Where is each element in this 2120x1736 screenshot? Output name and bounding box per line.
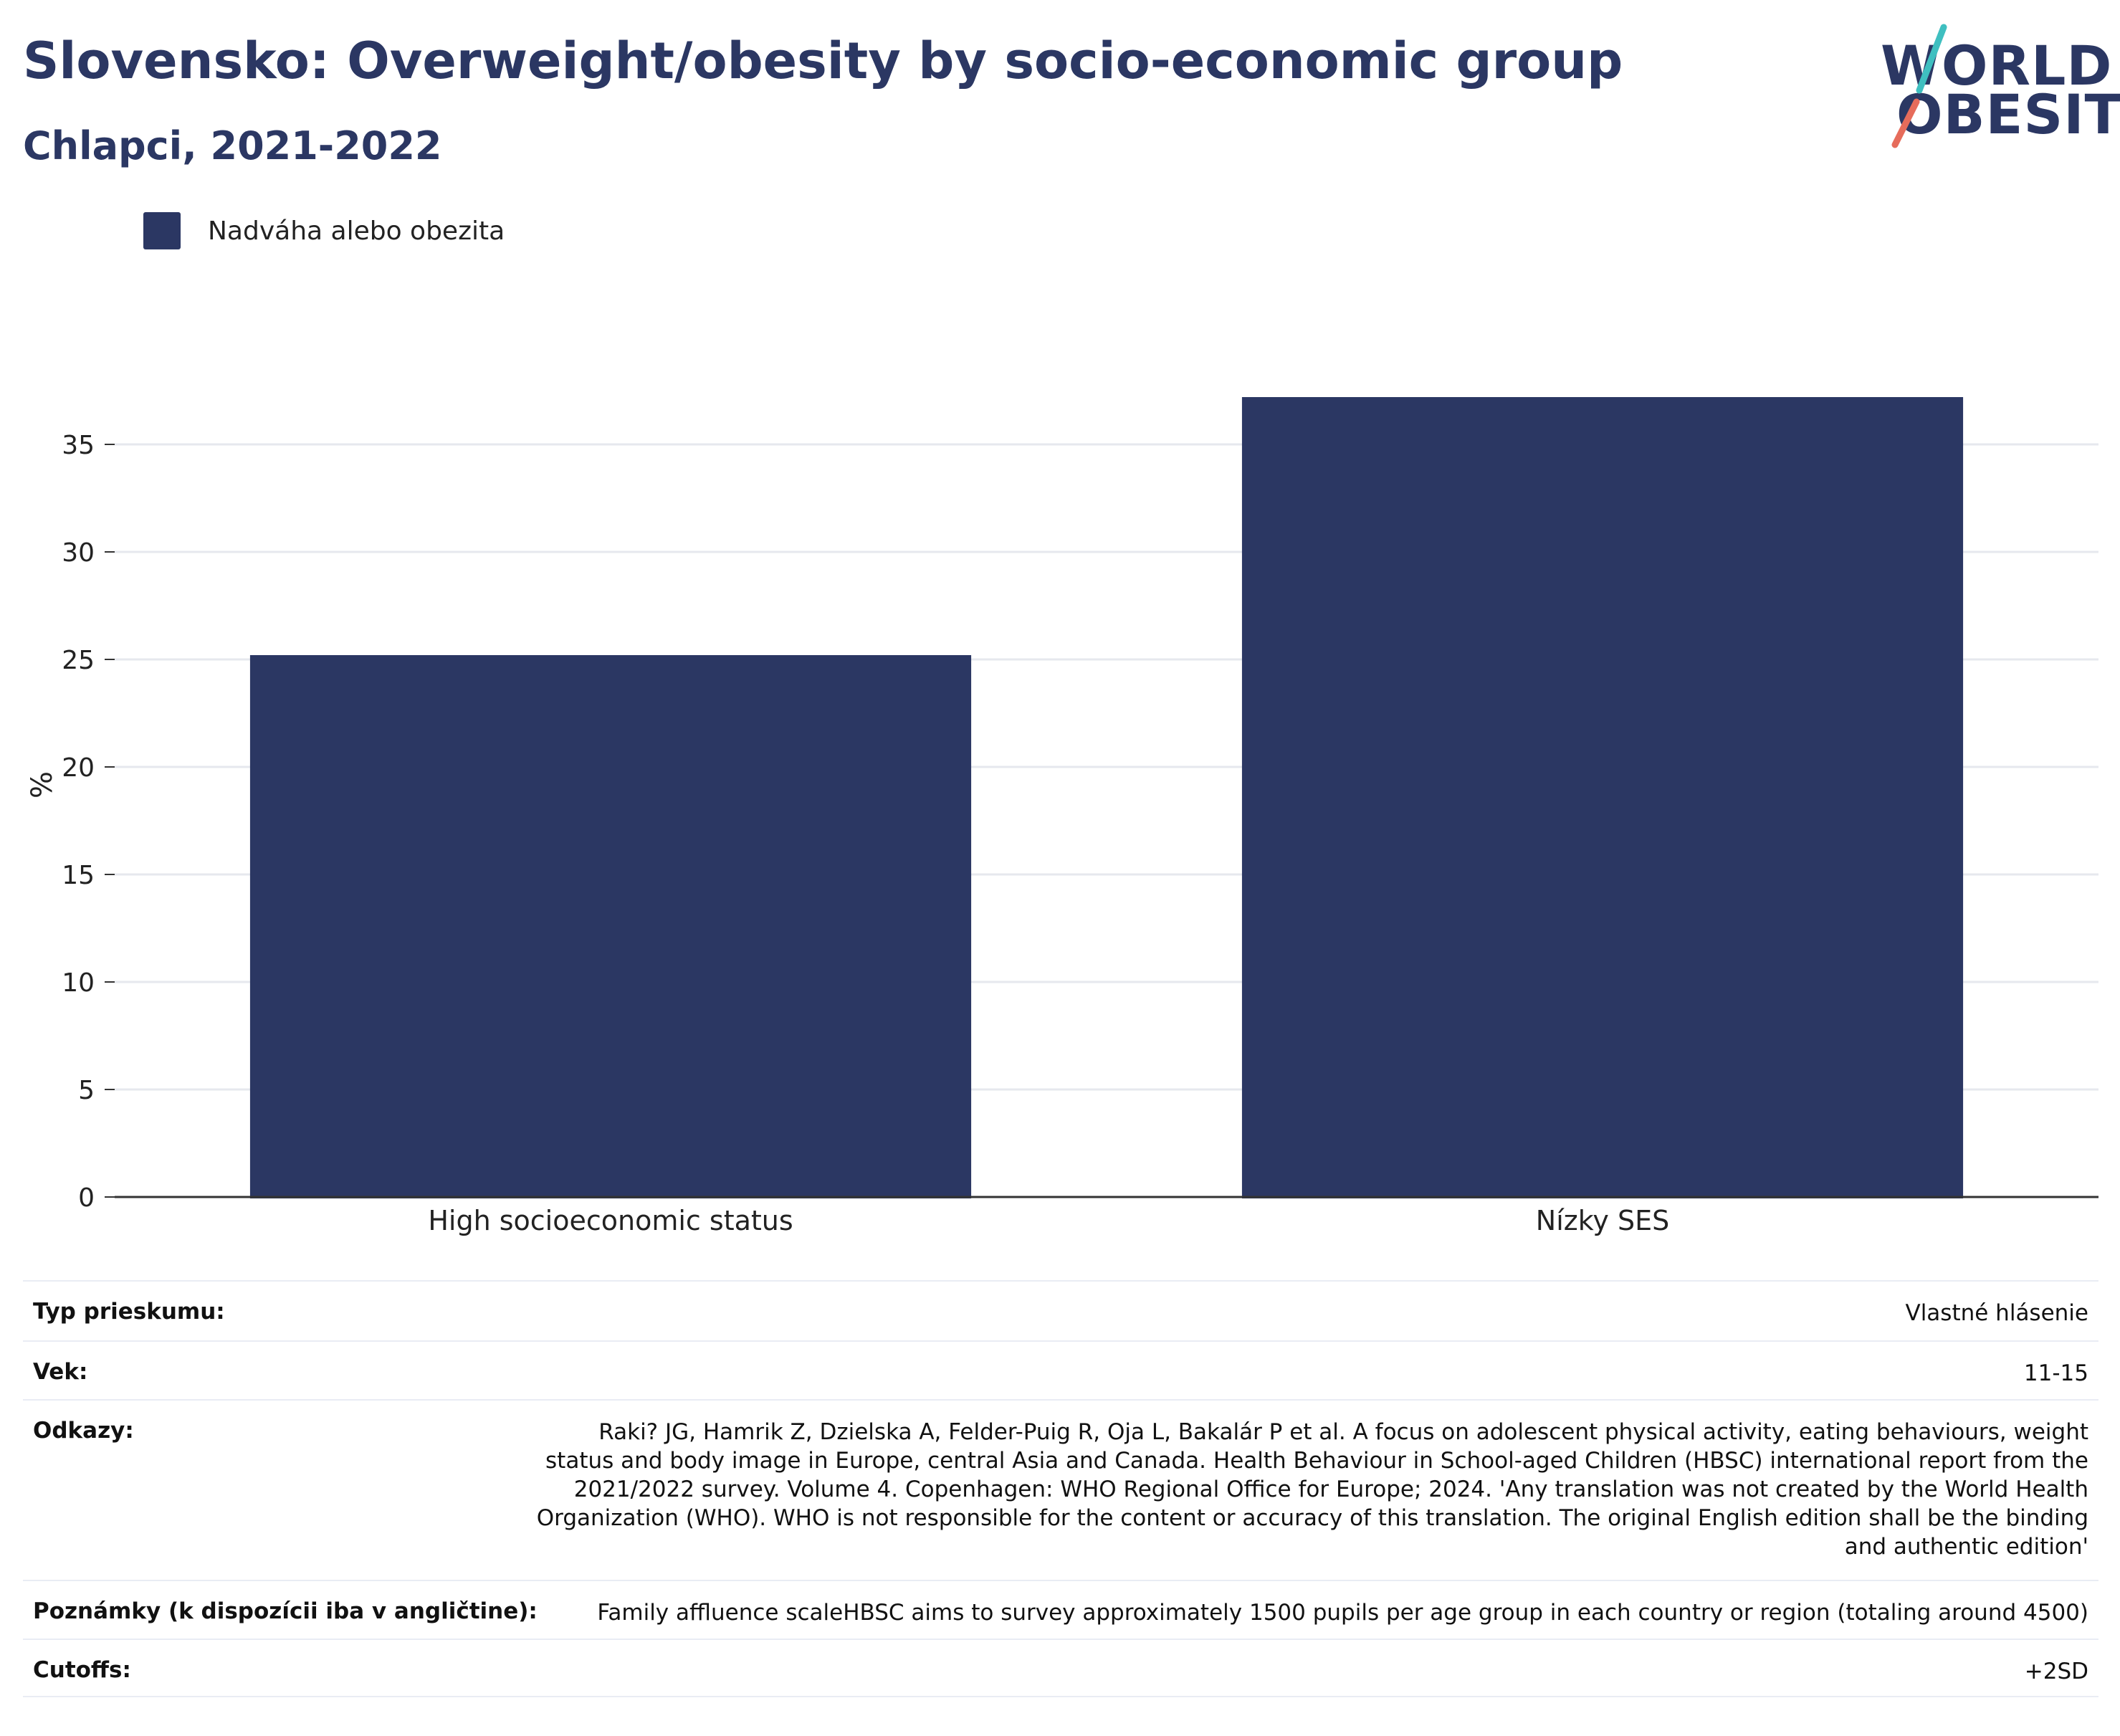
bar-chart: 0 5 10 15 20 25 30 35% High socioeconomic status… xyxy=(26,397,2098,1236)
bar-low-ses xyxy=(1241,397,1964,1198)
info-row-survey-type: Typ prieskumu: Vlastné hlásenie xyxy=(23,1280,2098,1340)
info-value: 11-15 xyxy=(2023,1360,2088,1386)
logo-text-obesity: OBESITY xyxy=(1896,82,2120,146)
info-label: Poznámky (k dispozícii iba v angličtine)… xyxy=(33,1598,538,1624)
x-tick-label: Nízky SES xyxy=(1536,1205,1669,1236)
info-value: Vlastné hlásenie xyxy=(1905,1300,2088,1326)
info-value: +2SD xyxy=(2024,1659,2088,1684)
x-tick-label: High socioeconomic status xyxy=(428,1205,793,1236)
logo-slash-icon xyxy=(1891,24,1947,148)
bar-high-ses xyxy=(249,655,972,1198)
y-axis-label: % xyxy=(26,771,59,798)
y-tick-label: 0 xyxy=(78,1183,95,1213)
info-row-notes: Poznámky (k dispozícii iba v angličtine)… xyxy=(23,1580,2098,1639)
info-label: Vek: xyxy=(33,1359,88,1385)
info-value: Raki? JG, Hamrik Z, Dzielska A, Felder-P… xyxy=(536,1419,2088,1560)
info-row-references: Odkazy: Raki? JG, Hamrik Z, Dzielska A, … xyxy=(23,1399,2098,1580)
legend-label: Nadváha alebo obezita xyxy=(208,216,505,246)
y-tick-label: 5 xyxy=(78,1076,95,1105)
info-label: Cutoffs: xyxy=(33,1657,131,1683)
info-label: Typ prieskumu: xyxy=(33,1299,225,1325)
info-value: Family affluence scaleHBSC aims to surve… xyxy=(597,1600,2088,1626)
info-row-cutoffs: Cutoffs: +2SD xyxy=(23,1639,2098,1697)
y-tick-label: 30 xyxy=(62,538,95,568)
world-obesity-logo: WORLD OBESITY xyxy=(1863,22,2120,154)
chart-subtitle: Chlapci, 2021-2022 xyxy=(23,123,442,168)
y-tick-label: 15 xyxy=(62,861,95,890)
y-tick-label: 20 xyxy=(62,753,95,783)
y-tick-label: 35 xyxy=(62,431,95,460)
y-tick-label: 25 xyxy=(62,646,95,675)
info-label: Odkazy: xyxy=(33,1418,134,1444)
info-table: Typ prieskumu: Vlastné hlásenie Vek: 11-… xyxy=(23,1280,2098,1697)
y-tick-label: 10 xyxy=(62,968,95,998)
info-row-age: Vek: 11-15 xyxy=(23,1340,2098,1399)
legend-swatch xyxy=(143,212,181,249)
chart-title: Slovensko: Overweight/obesity by socio-e… xyxy=(23,32,1623,90)
chart-legend: Nadváha alebo obezita xyxy=(143,212,505,249)
